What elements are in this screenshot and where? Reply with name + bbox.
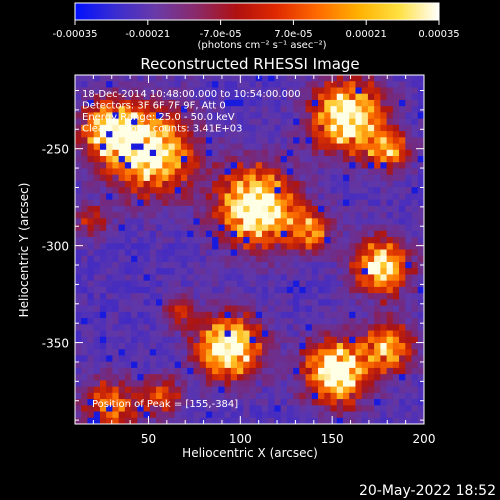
annotation-line: Energy Range: 25.0 - 50.0 keV xyxy=(82,112,235,123)
plot-title: Reconstructed RHESSI Image xyxy=(140,55,359,73)
y-tick-label: -300 xyxy=(42,240,69,254)
axis-ticks xyxy=(74,75,425,424)
annotation-line: Clean Total counts: 3.41E+03 xyxy=(82,124,242,135)
image-panel xyxy=(74,74,425,425)
colorbar: -0.00035 -0.00021 -7.0e-05 7.0e-05 0.00021 0.… xyxy=(53,2,460,51)
peak-position-label: Position of Peak = [155,-384] xyxy=(92,399,238,410)
colorbar-tick-label: -0.00035 xyxy=(53,29,98,40)
x-tick-label: 150 xyxy=(321,432,344,446)
y-tick-labels: -250 -300 -350 xyxy=(42,143,69,351)
y-tick-label: -350 xyxy=(42,337,69,351)
colorbar-tick-label: 0.00035 xyxy=(418,29,459,40)
colorbar-ticks xyxy=(74,20,440,25)
annotation-line: Detectors: 3F 6F 7F 9F, Att 0 xyxy=(82,101,226,112)
image-annotations: 18-Dec-2014 10:48:00.000 to 10:54:00.000… xyxy=(82,89,301,135)
colorbar-units-label: (photons cm⁻² s⁻¹ asec⁻²) xyxy=(197,40,326,51)
reconstructed-image xyxy=(75,75,425,425)
x-tick-labels: 50 100 150 200 xyxy=(141,432,436,446)
colorbar-tick-label: 0.00021 xyxy=(346,29,387,40)
annotation-line: 18-Dec-2014 10:48:00.000 to 10:54:00.000 xyxy=(82,89,301,100)
colorbar-tick-label: 7.0e-05 xyxy=(274,29,312,40)
colorbar-gradient xyxy=(74,2,440,21)
y-tick-label: -250 xyxy=(42,143,69,157)
x-tick-label: 100 xyxy=(229,432,252,446)
colorbar-tick-label: -0.00021 xyxy=(125,29,170,40)
plot-frame xyxy=(74,74,425,425)
footer-timestamp: 20-May-2022 18:52 xyxy=(359,483,496,499)
colorbar-tick-labels: -0.00035 -0.00021 -7.0e-05 7.0e-05 0.00021 0.… xyxy=(53,29,460,40)
x-tick-label: 50 xyxy=(141,432,156,446)
colorbar-tick-label: -7.0e-05 xyxy=(200,29,242,40)
x-axis-label: Heliocentric X (arcsec) xyxy=(182,446,318,460)
x-tick-label: 200 xyxy=(413,432,436,446)
y-axis-label: Heliocentric Y (arcsec) xyxy=(17,183,31,318)
